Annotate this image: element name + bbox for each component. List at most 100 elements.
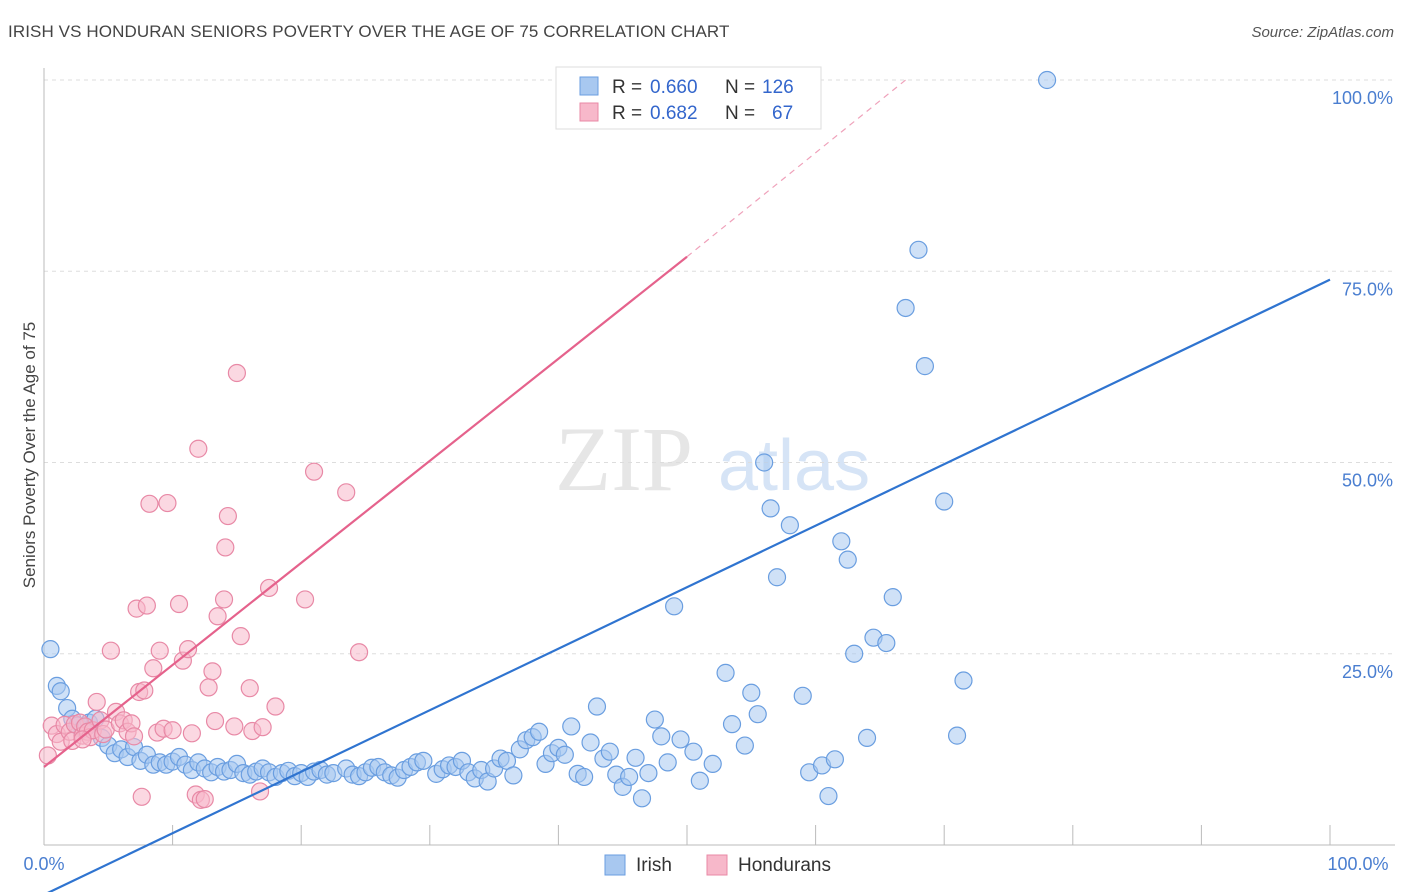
irish-point <box>748 705 767 724</box>
hondurans-point <box>231 627 250 646</box>
irish-point <box>909 240 928 259</box>
y-tick-label: 25.0% <box>1342 662 1393 682</box>
legend-swatch-irish <box>579 76 599 96</box>
irish-point <box>877 633 896 653</box>
hondurans-point <box>218 506 237 526</box>
irish-point <box>645 710 664 729</box>
hondurans-point <box>225 717 244 736</box>
watermark-zip: ZIP <box>555 408 693 510</box>
hondurans-point <box>144 659 163 678</box>
hondurans-point <box>158 493 177 513</box>
irish-point <box>639 763 658 783</box>
legend-n-value-irish: 126 <box>762 77 794 98</box>
irish-point <box>51 682 70 701</box>
irish-point <box>819 786 838 806</box>
legend-r-label-2: R = <box>612 103 642 124</box>
hondurans-point <box>266 697 285 716</box>
legend-r-label-1: R = <box>612 77 642 98</box>
hondurans-point <box>337 483 356 502</box>
irish-point <box>954 671 973 690</box>
irish-point <box>504 766 523 785</box>
hondurans-point <box>140 494 159 513</box>
irish-point <box>1037 70 1057 90</box>
hondurans-point <box>199 678 218 697</box>
irish-point <box>575 767 594 787</box>
x-tick-label: 0.0% <box>23 854 64 874</box>
bottom-legend-swatch-irish <box>604 854 626 876</box>
data-points <box>38 70 1057 809</box>
hondurans-point <box>150 641 169 660</box>
hondurans-point <box>189 439 208 458</box>
legend-r-value-hondurans: 0.682 <box>650 103 698 124</box>
x-tick-label: 100.0% <box>1327 854 1388 874</box>
irish-point <box>832 532 851 551</box>
hondurans-point <box>216 538 235 557</box>
irish-point <box>703 754 722 774</box>
irish-point <box>414 751 433 770</box>
hondurans-point <box>135 681 154 700</box>
watermark-atlas: atlas <box>718 426 870 506</box>
hondurans-point <box>132 787 151 806</box>
hondurans-point <box>205 711 225 731</box>
irish-point <box>838 550 857 569</box>
hondurans-point <box>295 590 315 609</box>
irish-point <box>652 727 671 746</box>
irish-point <box>722 715 742 734</box>
irish-point <box>626 748 645 767</box>
irish-point <box>857 728 877 748</box>
irish-point <box>658 753 677 772</box>
axes <box>43 68 1395 846</box>
hondurans-point <box>208 607 227 626</box>
hondurans-point <box>73 730 92 749</box>
hondurans-trend-line <box>43 255 688 768</box>
hondurans-point <box>38 746 57 765</box>
hondurans-point <box>101 641 120 660</box>
tick-labels: 100.0% 75.0% 50.0% 25.0% 0.0% 100.0% <box>23 88 1393 874</box>
hondurans-point <box>87 692 106 712</box>
source-label: Source: ZipAtlas.com <box>1251 24 1394 41</box>
hondurans-point <box>203 662 222 681</box>
irish-point <box>600 742 619 761</box>
y-tick-label: 75.0% <box>1342 279 1393 299</box>
chart-title: IRISH VS HONDURAN SENIORS POVERTY OVER T… <box>8 22 730 41</box>
hondurans-point <box>163 721 182 740</box>
legend-n-value-hondurans: 67 <box>772 103 793 124</box>
y-tick-label: 50.0% <box>1342 471 1393 491</box>
hondurans-point <box>227 363 246 383</box>
irish-point <box>684 742 703 761</box>
y-tick-label: 100.0% <box>1332 88 1393 108</box>
irish-point <box>671 730 690 749</box>
irish-point <box>690 771 709 790</box>
irish-point <box>883 588 902 607</box>
hondurans-point <box>240 679 259 698</box>
irish-point <box>530 722 549 741</box>
grid-lines <box>44 79 1395 655</box>
hondurans-point <box>182 724 201 743</box>
irish-point <box>41 640 60 659</box>
irish-trend-line <box>47 278 1331 892</box>
trend-lines <box>43 79 1331 892</box>
irish-point <box>562 717 581 736</box>
irish-point <box>825 750 844 769</box>
y-axis-label: Seniors Poverty Over the Age of 75 <box>20 322 39 588</box>
irish-point <box>742 683 761 702</box>
legend-swatch-hondurans <box>579 102 599 122</box>
irish-point <box>620 767 639 787</box>
irish-point <box>947 726 967 745</box>
irish-point <box>793 686 812 705</box>
bottom-legend-hondurans: Hondurans <box>738 855 831 876</box>
irish-point <box>665 597 684 616</box>
hondurans-point <box>214 590 234 609</box>
hondurans-trend-extension <box>686 79 906 258</box>
irish-point <box>767 568 787 587</box>
hondurans-point <box>169 594 189 614</box>
irish-point <box>761 499 780 518</box>
irish-point <box>587 697 607 716</box>
bottom-legend-swatch-hondurans <box>706 854 728 876</box>
bottom-legend-irish: Irish <box>636 855 672 876</box>
irish-point <box>755 453 774 472</box>
irish-point <box>845 644 864 663</box>
irish-point <box>735 736 754 755</box>
hondurans-point <box>137 596 156 615</box>
